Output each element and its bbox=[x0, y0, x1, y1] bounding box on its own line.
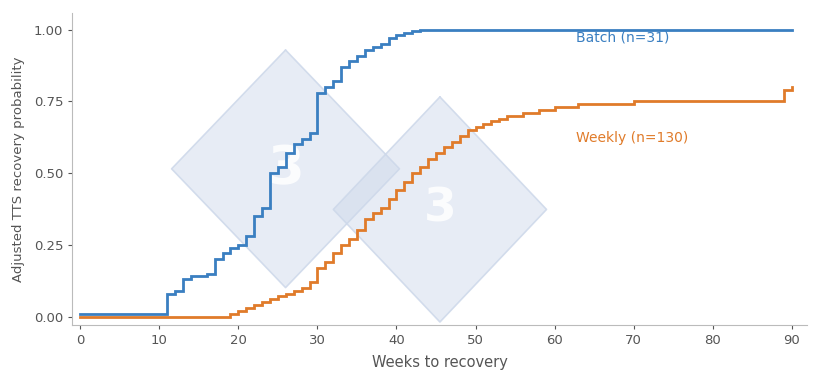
Y-axis label: Adjusted TTS recovery probability: Adjusted TTS recovery probability bbox=[12, 56, 25, 282]
Text: 3: 3 bbox=[267, 143, 304, 195]
Text: Weekly (n=130): Weekly (n=130) bbox=[575, 131, 687, 144]
Text: Batch (n=31): Batch (n=31) bbox=[575, 31, 668, 44]
Text: 3: 3 bbox=[423, 187, 455, 232]
X-axis label: Weeks to recovery: Weeks to recovery bbox=[372, 355, 507, 370]
Polygon shape bbox=[171, 50, 399, 288]
Polygon shape bbox=[333, 97, 545, 322]
